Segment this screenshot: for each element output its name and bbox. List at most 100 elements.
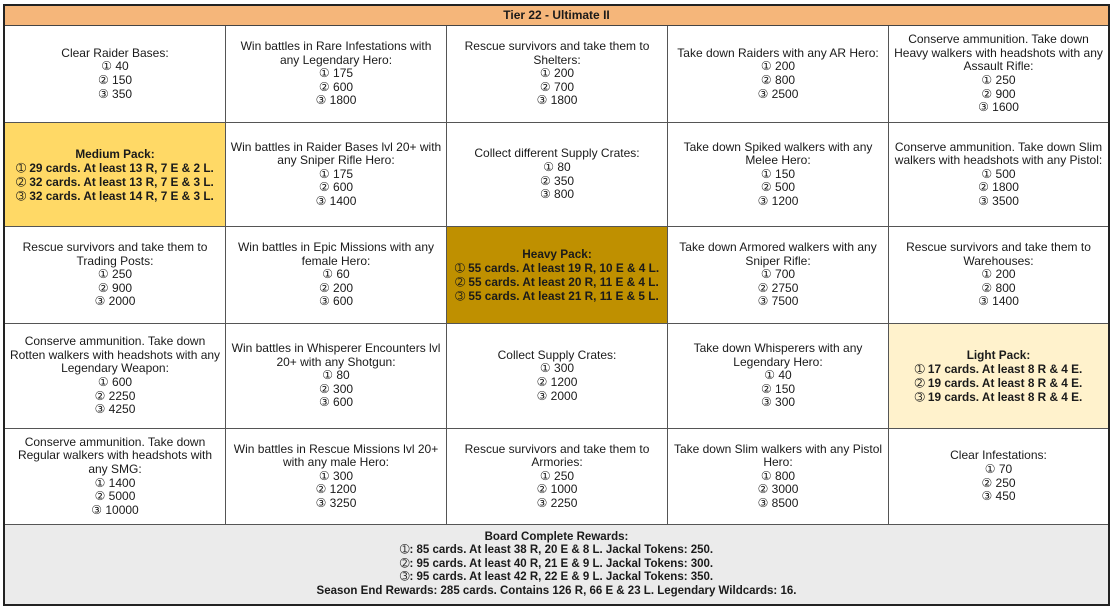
task-cell: Conserve ammunition. Take down Heavy wal…	[889, 26, 1108, 123]
task-cell: Win battles in Rescue Missions lvl 20+ w…	[226, 429, 447, 524]
task-cell: Take down Raiders with any AR Hero: ① 200…	[668, 26, 889, 123]
task-grid: Clear Raider Bases: ① 40 ② 150 ③ 350 Win bat…	[5, 26, 1108, 524]
task-cell: Conserve ammunition. Take down Rotten wa…	[5, 324, 226, 429]
heavy-pack-cell: Heavy Pack: ➀ 55 cards. At least 19 R, 10…	[447, 227, 668, 324]
task-threshold-1: ① 175	[318, 66, 354, 81]
task-threshold-2: ② 150	[760, 381, 796, 396]
task-threshold-1: ① 200	[539, 66, 575, 81]
task-thresholds: ① 600 ② 2250 ③ 4250	[95, 375, 136, 417]
task-thresholds: ① 300 ② 1200 ③ 3250	[316, 469, 357, 511]
task-cell: Rescue survivors and take them to Wareho…	[889, 227, 1108, 324]
task-cell: Clear Infestations: ① 70 ② 250 ③ 450	[889, 429, 1108, 524]
task-threshold-1: ① 500	[981, 166, 1016, 181]
season-end-rewards: Season End Rewards: 285 cards. Contains …	[316, 584, 797, 597]
task-description: Conserve ammunition. Take down Heavy wal…	[894, 32, 1103, 74]
task-cell: Take down Whisperers with any Legendary …	[668, 324, 889, 429]
task-threshold-1: ① 800	[760, 468, 796, 483]
board-rewards: Board Complete Rewards: ➀: 85 cards. At …	[5, 524, 1108, 604]
task-description: Take down Armored walkers with any Snipe…	[679, 240, 877, 268]
task-threshold-3: ③ 7500	[757, 294, 799, 309]
task-threshold-3: ③ 1800	[315, 93, 357, 108]
pack-tier-line: ➁ 55 cards. At least 20 R, 11 E & 4 L.	[455, 275, 659, 289]
task-threshold-3: ③ 2500	[757, 86, 799, 101]
task-threshold-2: ② 1200	[536, 375, 578, 389]
task-description: Win battles in Epic Missions with any fe…	[237, 240, 435, 268]
task-description: Rescue survivors and take them to Wareho…	[906, 240, 1091, 268]
task-threshold-2: ② 1800	[978, 180, 1019, 195]
task-thresholds: ① 500 ② 1800 ③ 3500	[978, 166, 1019, 209]
task-thresholds: ① 40 ② 150 ③ 350	[98, 60, 132, 101]
task-threshold-2: ② 800	[981, 280, 1016, 295]
task-threshold-2: ② 1000	[536, 482, 578, 497]
task-description: Rescue survivors and take them to Shelte…	[464, 39, 650, 67]
task-description: Collect different Supply Crates:	[474, 146, 640, 161]
task-threshold-2: ② 250	[981, 475, 1016, 490]
task-threshold-2: ② 350	[539, 173, 575, 188]
task-thresholds: ① 300 ② 1200 ③ 2000	[537, 362, 578, 403]
task-threshold-1: ① 60	[322, 267, 350, 282]
task-description: Win battles in Raider Bases lvl 20+ with…	[230, 139, 442, 168]
task-thresholds: ① 700 ② 2750 ③ 7500	[758, 268, 799, 309]
task-threshold-1: ① 70	[984, 461, 1013, 476]
board-rewards-title: Board Complete Rewards:	[484, 530, 629, 543]
pack-tier-line: ➁ 19 cards. At least 8 R & 4 E.	[914, 376, 1083, 390]
task-cell: Conserve ammunition. Take down Slim walk…	[889, 123, 1108, 227]
task-description: Clear Raider Bases:	[61, 45, 169, 60]
pack-tier-line: ➀ 17 cards. At least 8 R & 4 E.	[914, 362, 1083, 376]
task-threshold-3: ③ 450	[981, 489, 1016, 504]
task-cell: Rescue survivors and take them to Tradin…	[5, 227, 226, 324]
tier-title: Tier 22 - Ultimate II	[5, 6, 1108, 26]
task-cell: Take down Armored walkers with any Snipe…	[668, 227, 889, 324]
task-cell: Rescue survivors and take them to Armori…	[447, 429, 668, 524]
task-threshold-3: ③ 2000	[94, 294, 136, 309]
task-threshold-3: ③ 8500	[757, 495, 799, 510]
task-thresholds: ① 800 ② 3000 ③ 8500	[757, 468, 799, 511]
task-thresholds: ① 175 ② 600 ③ 1800	[316, 67, 357, 108]
task-cell: Win battles in Whisperer Encounters lvl …	[226, 324, 447, 429]
task-thresholds: ① 200 ② 800 ③ 2500	[758, 60, 799, 101]
task-description: Take down Whisperers with any Legendary …	[693, 341, 863, 369]
task-thresholds: ① 80 ② 350 ③ 800	[539, 160, 575, 202]
board-reward-line-2: ➁: 95 cards. At least 40 R, 21 E & 9 L. …	[399, 557, 714, 570]
task-threshold-3: ③ 350	[97, 86, 133, 101]
task-threshold-3: ③ 600	[318, 395, 354, 410]
task-threshold-1: ① 300	[539, 361, 575, 376]
pack-tier-line: ➁ 32 cards. At least 13 R, 7 E & 3 L.	[16, 174, 214, 189]
task-cell: Conserve ammunition. Take down Regular w…	[5, 429, 226, 524]
task-description: Conserve ammunition. Take down Rotten wa…	[9, 334, 221, 376]
task-cell: Take down Spiked walkers with any Melee …	[668, 123, 889, 227]
light-pack-cell: Light Pack: ➀ 17 cards. At least 8 R & 4 …	[889, 324, 1108, 429]
task-threshold-2: ② 300	[318, 381, 354, 396]
task-threshold-3: ③ 600	[318, 294, 354, 309]
task-cell: Take down Slim walkers with any Pistol H…	[668, 429, 889, 524]
task-description: Clear Infestations:	[950, 448, 1047, 463]
task-description: Conserve ammunition. Take down Regular w…	[17, 434, 213, 476]
task-description: Win battles in Rescue Missions lvl 20+ w…	[233, 441, 439, 470]
pack-tier-line: ➂ 55 cards. At least 21 R, 11 E & 5 L.	[455, 289, 659, 303]
task-threshold-2: ② 600	[318, 79, 354, 94]
task-threshold-2: ② 150	[97, 73, 133, 87]
task-description: Win battles in Whisperer Encounters lvl …	[231, 341, 441, 369]
task-threshold-2: ② 900	[97, 280, 133, 295]
task-thresholds: ① 40 ② 150 ③ 300	[761, 369, 795, 410]
task-cell: Rescue survivors and take them to Shelte…	[447, 26, 668, 123]
pack-title: Heavy Pack:	[522, 247, 592, 261]
task-thresholds: ① 175 ② 600 ③ 1400	[315, 166, 357, 209]
task-description: Take down Raiders with any AR Hero:	[677, 45, 879, 60]
task-thresholds: ① 80 ② 300 ③ 600	[319, 369, 353, 410]
task-threshold-3: ③ 1800	[536, 93, 578, 108]
medium-pack-cell: Medium Pack: ➀ 29 cards. At least 13 R, 7…	[5, 123, 226, 227]
task-threshold-2: ② 500	[760, 180, 796, 195]
task-threshold-3: ③ 10000	[91, 502, 139, 517]
tier-board: Tier 22 - Ultimate II Clear Raider Bases…	[3, 4, 1110, 606]
pack-title: Medium Pack:	[75, 146, 155, 161]
task-threshold-3: ③ 1400	[315, 193, 357, 208]
task-threshold-1: ① 150	[760, 166, 796, 181]
task-threshold-2: ② 900	[981, 86, 1016, 101]
task-threshold-1: ① 175	[318, 166, 354, 181]
task-threshold-1: ① 200	[760, 59, 796, 74]
pack-title: Light Pack:	[966, 348, 1031, 362]
task-thresholds: ① 1400 ② 5000 ③ 10000	[91, 476, 139, 518]
task-threshold-1: ① 80	[322, 368, 350, 383]
task-threshold-2: ② 2750	[757, 280, 799, 295]
